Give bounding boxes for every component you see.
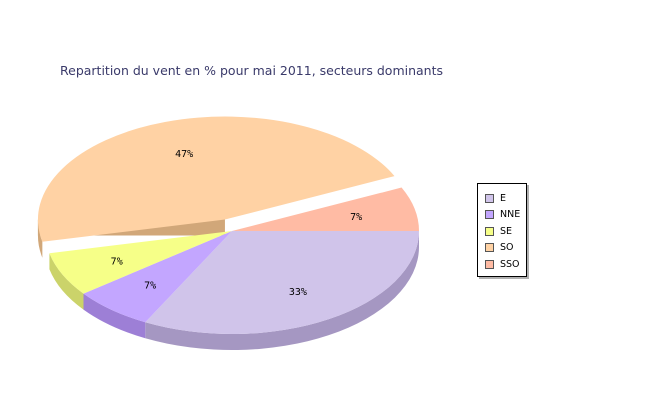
slice-label-e: 33% [289,287,307,298]
legend-item-sso: SSO [478,256,526,273]
legend-label: NNE [500,209,521,221]
pie-slice-e [145,231,419,334]
pie-slice-sso [232,187,419,231]
legend-swatch [485,243,494,253]
pie-slice-so [37,116,395,242]
slice-label-nne: 7% [144,281,156,292]
legend-swatch [485,210,494,220]
legend-label: SSO [500,258,520,270]
slice-label-so: 47% [175,149,193,160]
pie-side-e [145,231,420,351]
pie-side-se [49,253,84,310]
legend-label: SE [500,225,513,237]
pie-slice-se [49,231,233,294]
legend-swatch [485,193,494,203]
legend-label: E [500,192,507,204]
slice-label-sso: 7% [350,212,362,223]
pie-slice-nne [83,231,232,323]
legend-item-e: E [478,190,526,207]
chart-title: Repartition du vent en % pour mai 2011, … [60,63,444,78]
legend-item-se: SE [478,223,526,240]
slice-label-se: 7% [111,257,123,268]
pie-side-nne [83,293,146,339]
legend-item-so: SO [478,240,526,257]
legend-swatch [485,226,494,236]
legend-label: SO [500,242,514,254]
pie-side-so [37,219,43,258]
legend: E NNE SE SO SSO [477,183,527,277]
legend-swatch [485,259,494,269]
legend-item-nne: NNE [478,207,526,224]
